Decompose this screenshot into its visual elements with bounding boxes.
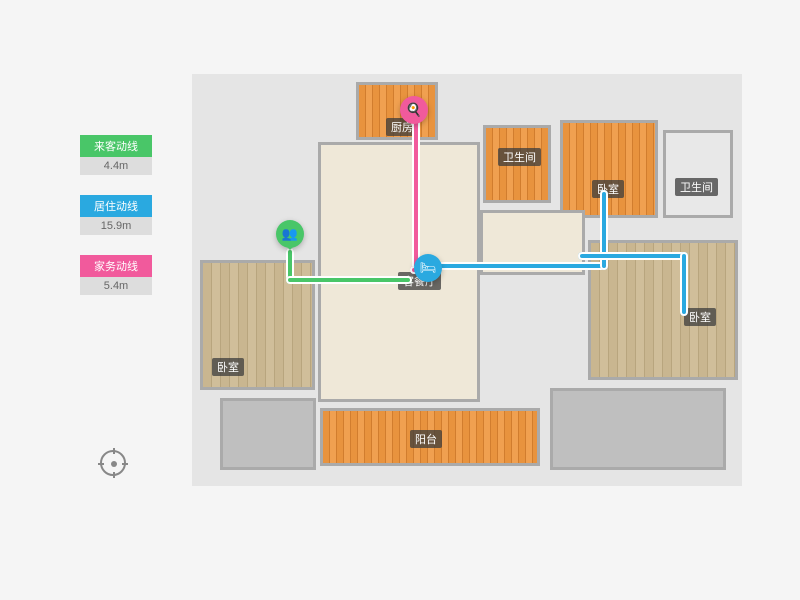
room-露台1 bbox=[220, 398, 316, 470]
compass-icon bbox=[100, 450, 130, 480]
path-living-seg0 bbox=[428, 262, 608, 270]
room-label-卧室1: 卧室 bbox=[592, 180, 624, 198]
room-label-卧室2: 卧室 bbox=[684, 308, 716, 326]
legend-item-living: 居住动线 15.9m bbox=[80, 195, 152, 235]
room-卧室1 bbox=[560, 120, 658, 218]
room-露台2 bbox=[550, 388, 726, 470]
chore-node: 🍳 bbox=[400, 96, 428, 124]
path-guest-seg1 bbox=[286, 276, 412, 284]
legend-item-chore: 家务动线 5.4m bbox=[80, 255, 152, 295]
legend-label-living: 居住动线 bbox=[80, 195, 152, 217]
living-node: 🛏 bbox=[414, 254, 442, 282]
legend-label-guest: 来客动线 bbox=[80, 135, 152, 157]
legend-value-chore: 5.4m bbox=[80, 277, 152, 295]
floorplan: 厨房卫生间卧室卫生间卧室客餐厅卧室阳台👥🍳🛏 bbox=[200, 70, 740, 510]
room-卫生间2 bbox=[663, 130, 733, 218]
path-living-seg2 bbox=[578, 252, 688, 260]
guest-node: 👥 bbox=[276, 220, 304, 248]
path-chore-seg0 bbox=[412, 110, 420, 272]
room-label-阳台: 阳台 bbox=[410, 430, 442, 448]
legend-item-guest: 来客动线 4.4m bbox=[80, 135, 152, 175]
legend: 来客动线 4.4m 居住动线 15.9m 家务动线 5.4m bbox=[80, 135, 152, 315]
path-living-seg3 bbox=[680, 252, 688, 316]
legend-value-living: 15.9m bbox=[80, 217, 152, 235]
room-label-卫生间2: 卫生间 bbox=[675, 178, 718, 196]
room-label-卫生间1: 卫生间 bbox=[498, 148, 541, 166]
legend-value-guest: 4.4m bbox=[80, 157, 152, 175]
room-label-卧室3: 卧室 bbox=[212, 358, 244, 376]
legend-label-chore: 家务动线 bbox=[80, 255, 152, 277]
